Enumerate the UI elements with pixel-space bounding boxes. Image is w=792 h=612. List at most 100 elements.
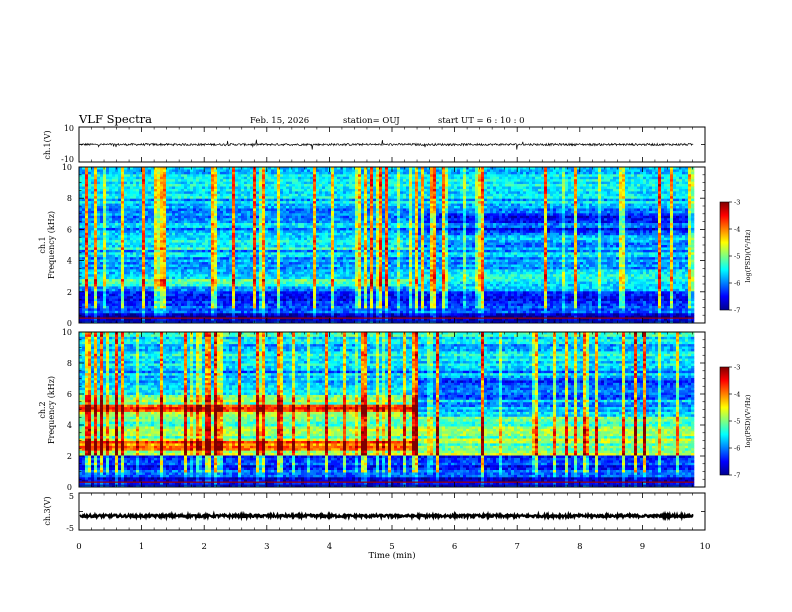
spectrogram-cell <box>142 265 145 268</box>
spectrogram-cell <box>139 245 142 248</box>
spectrogram-cell <box>88 250 91 253</box>
spectrogram-cell <box>85 240 88 243</box>
spectrogram-cell <box>97 240 100 243</box>
spectrogram-cell <box>82 191 85 194</box>
spectrogram-cell <box>115 260 118 263</box>
spectrogram-cell <box>157 255 160 258</box>
spectrogram-cell <box>109 216 112 219</box>
spectrogram-cell <box>118 274 121 277</box>
spectrogram-cell <box>139 250 142 253</box>
spectrogram-cell <box>157 169 160 172</box>
spectrogram-cell <box>124 255 127 258</box>
spectrogram-cell <box>151 304 154 307</box>
spectrogram-cell <box>136 260 139 263</box>
ch1-ytick-top: 10 <box>64 124 74 133</box>
spectrogram-cell <box>130 269 133 272</box>
spectrogram-cell <box>88 284 91 287</box>
spectrogram-cell <box>151 191 154 194</box>
spectrogram-cell <box>160 208 163 211</box>
spectrogram-cell <box>103 267 106 270</box>
spectrogram-cell <box>112 301 115 304</box>
spectrogram-cell <box>103 286 106 289</box>
spectrogram-cell <box>115 247 118 250</box>
spectrogram-cell <box>94 308 97 311</box>
spectrogram-cell <box>112 291 115 294</box>
spectrogram-cell <box>85 311 88 314</box>
spectrogram-cell <box>154 211 157 214</box>
spectrogram-cell <box>157 294 160 297</box>
spectrogram-cell <box>82 289 85 292</box>
spectrogram-cell <box>142 250 145 253</box>
spectrogram-cell <box>94 313 97 316</box>
spectrogram-cell <box>160 169 163 172</box>
spectrogram-cell <box>121 216 124 219</box>
spectrogram-cell <box>148 296 151 299</box>
spectrogram-cell <box>82 252 85 255</box>
spectrogram-cell <box>118 179 121 182</box>
spectrogram-cell <box>103 206 106 209</box>
spectrogram-cell <box>130 308 133 311</box>
spectrogram-cell <box>148 184 151 187</box>
spectrogram-cell <box>154 221 157 224</box>
spectrogram-cell <box>94 252 97 255</box>
spectrogram-cell <box>157 247 160 250</box>
spectrogram-cell <box>130 282 133 285</box>
spectrogram-cell <box>100 235 103 238</box>
spectrogram-cell <box>94 218 97 221</box>
spectrogram-cell <box>88 187 91 190</box>
spectrogram-cell <box>106 213 109 216</box>
spectrogram-cell <box>148 228 151 231</box>
spectrogram-cell <box>85 294 88 297</box>
spectrogram-cell <box>157 211 160 214</box>
spectrogram-cell <box>112 257 115 260</box>
spectrogram-cell <box>85 289 88 292</box>
spectrogram-cell <box>115 250 118 253</box>
spectrogram-cell <box>142 252 145 255</box>
spectrogram-cell <box>139 228 142 231</box>
spectrogram-cell <box>103 211 106 214</box>
spectrogram-cell <box>82 282 85 285</box>
spectrogram-cell <box>148 250 151 253</box>
spectrogram-cell <box>139 257 142 260</box>
spectrogram-cell <box>151 284 154 287</box>
spectrogram-cell <box>88 235 91 238</box>
spectrogram-cell <box>97 265 100 268</box>
spectrogram-cell <box>118 177 121 180</box>
spectrogram-cell <box>142 196 145 199</box>
spectrogram-cell <box>118 289 121 292</box>
spectrogram-cell <box>127 272 130 275</box>
spectrogram-cell <box>121 187 124 190</box>
spectrogram-cell <box>160 235 163 238</box>
spectrogram-cell <box>85 306 88 309</box>
spectrogram-cell <box>136 187 139 190</box>
spectrogram-cell <box>145 211 148 214</box>
spectrogram-cell <box>142 218 145 221</box>
spectrogram-cell <box>94 289 97 292</box>
spectrogram-cell <box>133 286 136 289</box>
spectrogram-cell <box>121 228 124 231</box>
spectrogram-cell <box>130 204 133 207</box>
spectrogram-cell <box>106 267 109 270</box>
spectrogram-cell <box>82 172 85 175</box>
spectrogram-cell <box>139 199 142 202</box>
spectrogram-cell <box>127 208 130 211</box>
spectrogram-cell <box>109 262 112 265</box>
spectrogram-cell <box>142 221 145 224</box>
spectrogram-cell <box>133 245 136 248</box>
spectrogram-cell <box>82 265 85 268</box>
spectrogram-cell <box>127 294 130 297</box>
ch1-spectrogram-panel: 0246810 ch.1 Frequency (kHz) -3-4-5-6-7 … <box>38 163 752 328</box>
spectrogram-cell <box>103 274 106 277</box>
spectrogram-cell <box>127 238 130 241</box>
spectrogram-cell <box>82 245 85 248</box>
spectrogram-cell <box>112 201 115 204</box>
spectrogram-cell <box>124 282 127 285</box>
spectrogram-cell <box>142 238 145 241</box>
spectrogram-cell <box>100 191 103 194</box>
spectrogram-cell <box>109 235 112 238</box>
spectrogram-cell <box>121 189 124 192</box>
spectrogram-cell <box>112 211 115 214</box>
spectrogram-cell <box>154 299 157 302</box>
spectrogram-cell <box>106 169 109 172</box>
spectrogram-cell <box>94 301 97 304</box>
